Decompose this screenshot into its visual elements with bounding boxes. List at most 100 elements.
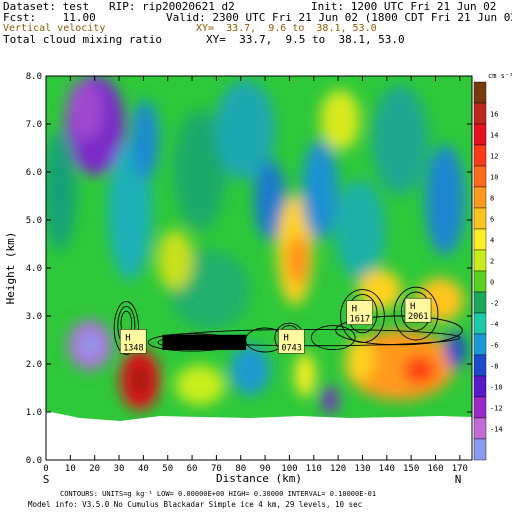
- colorbar-label: -6: [490, 342, 498, 350]
- x-tick-label: 120: [330, 464, 346, 474]
- field-xy-cloud-mixing: XY= 33.7, 9.5 to 38.1, 53.0: [206, 33, 405, 46]
- x-tick-label: 80: [235, 464, 246, 474]
- y-tick-label: 4.0: [26, 264, 42, 274]
- colorbar-swatch: [473, 354, 487, 377]
- colorbar-label: 0: [490, 279, 494, 287]
- x-tick-label: 20: [89, 464, 100, 474]
- colorbar-label: 12: [490, 153, 498, 161]
- x-tick-label: 150: [403, 464, 419, 474]
- high-marker-letter: H: [125, 333, 130, 343]
- colorbar-label: 4: [490, 237, 494, 245]
- colorbar-label: 16: [490, 111, 498, 119]
- x-tick-label: 160: [427, 464, 443, 474]
- x-tick-label: 60: [187, 464, 198, 474]
- colorbar-swatch: [473, 333, 487, 356]
- valid-time: Valid: 2300 UTC Fri 21 Jun 02 (1800 CDT …: [166, 11, 512, 24]
- field-name-cloud-mixing: Total cloud mixing ratio: [3, 33, 162, 46]
- axis-end-left: S: [43, 473, 50, 486]
- x-tick-label: 130: [354, 464, 370, 474]
- y-tick-label: 5.0: [26, 216, 42, 226]
- cloud-contour: [393, 286, 439, 341]
- cloud-contour: [113, 301, 139, 355]
- x-tick-label: 140: [379, 464, 395, 474]
- footer-contours: CONTOURS: UNITS=g kg⁻¹ LOW= 0.00000E+00 …: [60, 490, 376, 498]
- y-tick-label: 2.0: [26, 360, 42, 370]
- high-marker-letter: H: [410, 302, 415, 312]
- y-axis-ticks: 0.0 1.0 2.0 3.0 4.0 5.0 6.0 7.0 8.0: [26, 72, 472, 466]
- high-marker-letter: H: [283, 333, 288, 343]
- cloud-contour: [335, 315, 463, 346]
- colorbar-swatch: [473, 165, 487, 188]
- forecast-hour: Fcst: 11.00: [3, 11, 96, 24]
- field-name-vertical-velocity: Vertical velocity: [3, 23, 106, 34]
- y-tick-label: 1.0: [26, 408, 42, 418]
- y-axis-label: Height (km): [4, 232, 17, 305]
- colorbar-swatch: [473, 207, 487, 230]
- colorbar-label: 2: [490, 258, 494, 266]
- colorbar-swatch: [473, 270, 487, 293]
- colorbar-swatch: [473, 102, 487, 125]
- colorbar-units: cm s⁻¹: [488, 72, 512, 80]
- axis-end-right: N: [455, 473, 462, 486]
- high-marker-box: [346, 300, 373, 325]
- colorbar-label: -2: [490, 300, 498, 308]
- x-tick-label: 90: [260, 464, 271, 474]
- cloud-contours: [113, 286, 463, 355]
- footer-model-info: Model info: V3.5.0 No Cumulus Blackadar …: [28, 500, 362, 509]
- colorbar-swatch: [473, 396, 487, 419]
- colorbar-label: 10: [490, 174, 498, 182]
- shaded-field: [46, 76, 472, 460]
- x-axis-ticks: 0 10 20 30 40 50 60 70 80 90 100 110 120 130 140 150 160…: [43, 76, 468, 474]
- colorbar-swatch: [473, 123, 487, 146]
- colorbar-swatch: [473, 291, 487, 314]
- init-time: Init: 1200 UTC Fri 21 Jun 02: [311, 0, 497, 13]
- colorbar-label: -4: [490, 321, 498, 329]
- colorbar-swatch: [473, 375, 487, 398]
- colorbar-swatch: [473, 228, 487, 251]
- colorbar-label: 8: [490, 195, 494, 203]
- x-tick-label: 0: [43, 464, 48, 474]
- colorbar-label: -8: [490, 363, 498, 371]
- high-marker-value: 1348: [123, 343, 143, 353]
- high-marker-value: 2061: [408, 312, 428, 322]
- x-tick-label: 40: [138, 464, 149, 474]
- colorbar-label: 6: [490, 216, 494, 224]
- colorbar-swatch: [473, 144, 487, 167]
- colorbar-swatch: [473, 81, 487, 104]
- colorbar-label: -12: [490, 405, 503, 413]
- x-axis-label: Distance (km): [216, 472, 302, 485]
- x-tick-label: 50: [162, 464, 173, 474]
- colorbar-swatch: [473, 417, 487, 440]
- y-tick-label: 0.0: [26, 456, 42, 466]
- colorbar: 16 14 12 10 8 6 4 2 0 -2 -4 -6 -8 -10 -12 -14: [473, 81, 503, 461]
- colorbar-label: -10: [490, 384, 503, 392]
- y-tick-label: 7.0: [26, 120, 42, 130]
- x-tick-label: 10: [65, 464, 76, 474]
- y-tick-label: 8.0: [26, 72, 42, 82]
- dataset-line: Dataset: test RIP: rip20020621 d2: [3, 0, 235, 13]
- colorbar-swatch: [473, 312, 487, 335]
- high-marker-letter: H: [352, 305, 357, 315]
- colorbar-label: -14: [490, 426, 503, 434]
- x-tick-label: 70: [211, 464, 222, 474]
- high-marker-box: [404, 297, 432, 323]
- x-tick-label: 110: [306, 464, 322, 474]
- colorbar-swatch: [473, 186, 487, 209]
- y-tick-label: 3.0: [26, 312, 42, 322]
- high-marker-value: 0743: [281, 343, 301, 353]
- colorbar-swatch: [473, 438, 487, 461]
- field-xy-vertical-velocity: XY= 33.7, 9.6 to 38.1, 53.0: [196, 23, 377, 34]
- high-marker-value: 1617: [350, 315, 370, 325]
- high-marker-box: [278, 329, 305, 354]
- colorbar-label: 14: [490, 132, 498, 140]
- dense-contour-band: [162, 334, 247, 351]
- x-tick-label: 30: [114, 464, 125, 474]
- cloud-contour: [310, 325, 356, 351]
- x-tick-label: 100: [281, 464, 297, 474]
- x-tick-label: 170: [452, 464, 468, 474]
